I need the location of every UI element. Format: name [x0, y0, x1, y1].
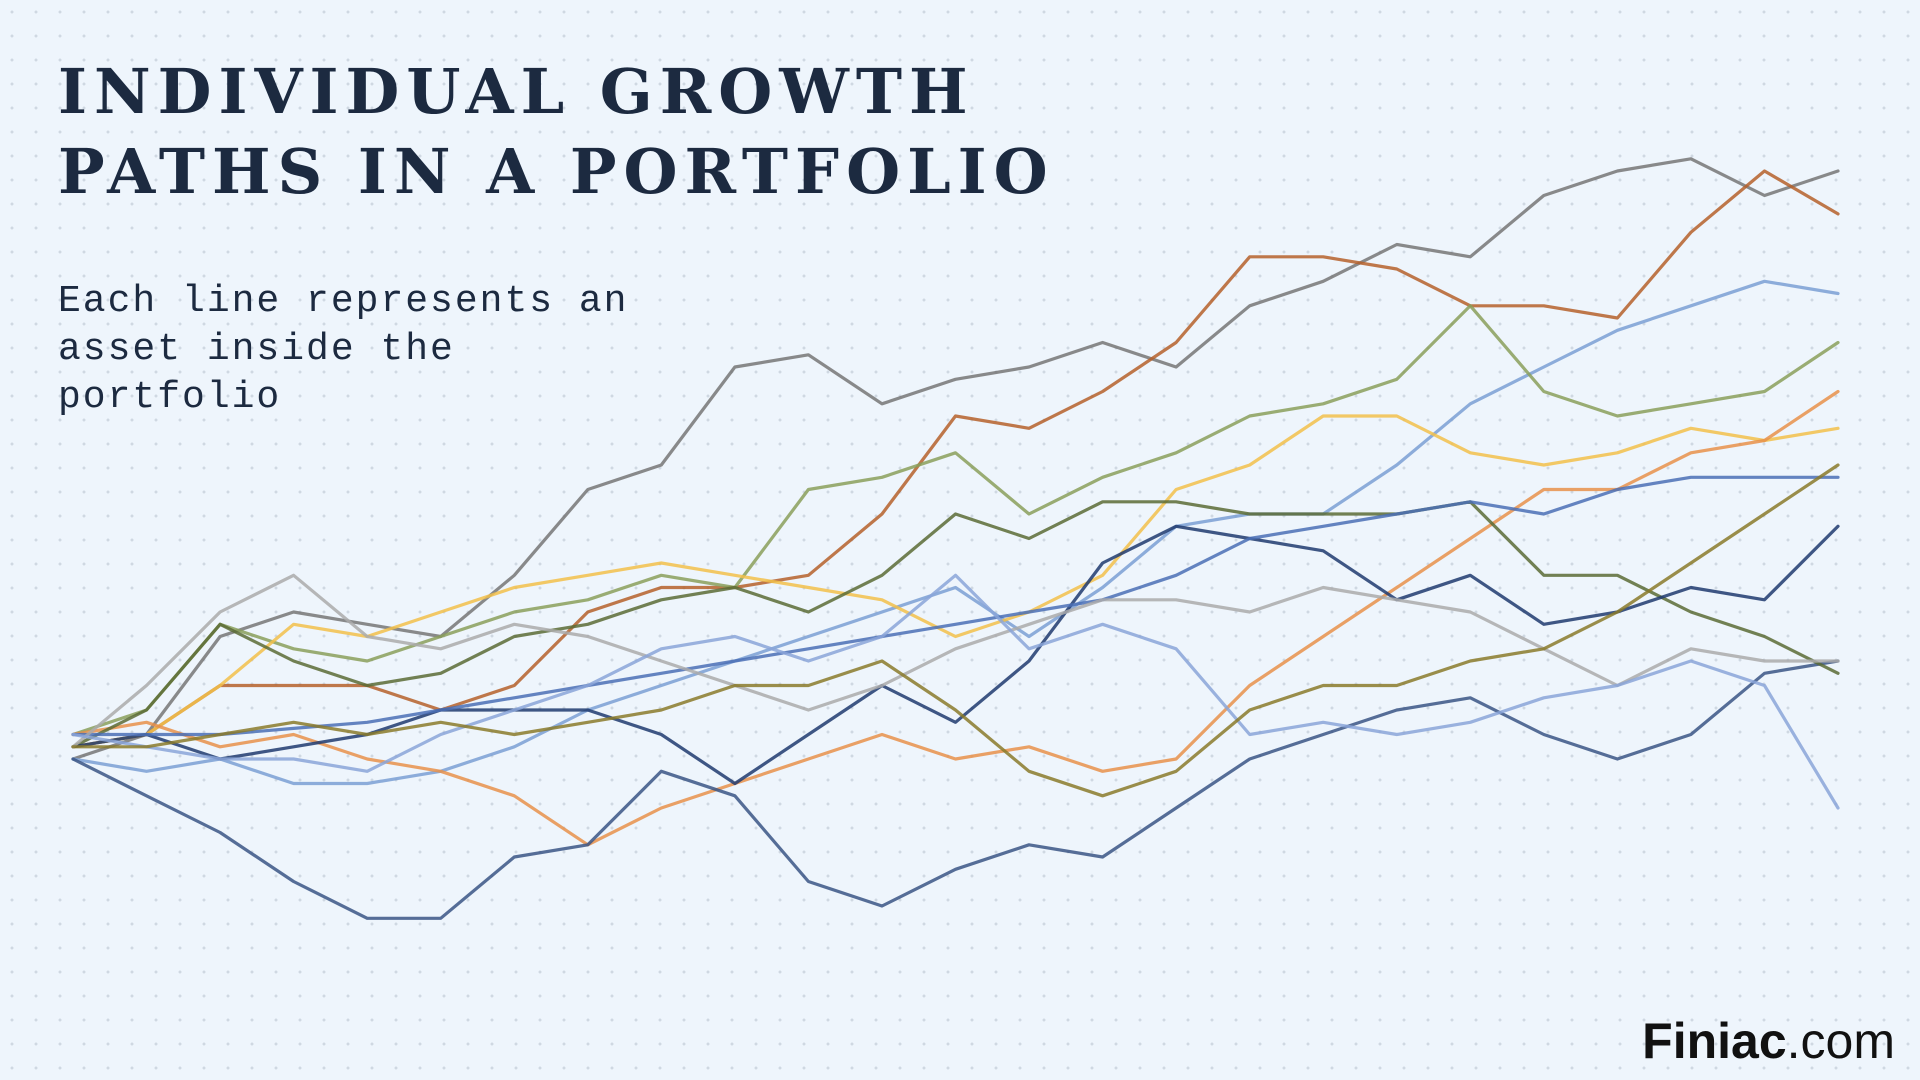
asset-line: [71, 659, 1840, 920]
subtitle: Each line represents an: [58, 280, 629, 323]
brand-name: Finiac: [1642, 1013, 1786, 1069]
lines-layer: [71, 157, 1840, 920]
brand-domain: .com: [1787, 1013, 1895, 1069]
asset-line: [71, 500, 1840, 749]
asset-line: [71, 463, 1840, 798]
subtitle: asset inside the: [58, 328, 455, 371]
asset-line: [71, 414, 1840, 749]
asset-line: [71, 573, 1840, 810]
asset-line: [71, 304, 1840, 737]
subtitle: portfolio: [58, 376, 281, 419]
asset-line: [71, 475, 1840, 737]
asset-line: [71, 279, 1840, 786]
title: INDIVIDUAL GROWTH: [58, 55, 975, 128]
brand: Finiac.com: [1642, 1013, 1895, 1069]
title: PATHS IN A PORTFOLIO: [58, 135, 1055, 208]
asset-line: [71, 389, 1840, 847]
asset-line: [71, 157, 1840, 761]
